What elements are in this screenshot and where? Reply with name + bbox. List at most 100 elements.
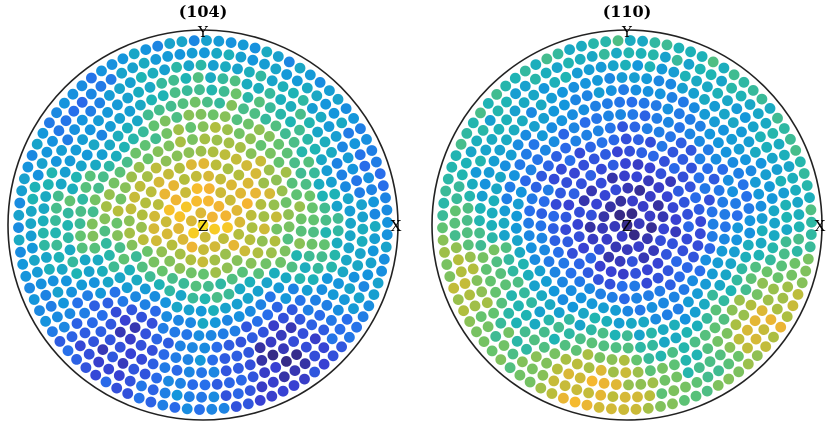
pole-point bbox=[208, 391, 220, 403]
pole-point bbox=[585, 141, 596, 153]
pole-point bbox=[651, 113, 663, 124]
pole-point bbox=[119, 141, 130, 153]
pole-point bbox=[252, 285, 264, 297]
pole-point bbox=[800, 265, 812, 277]
pole-point bbox=[488, 307, 499, 319]
pole-point bbox=[456, 169, 468, 181]
pole-point bbox=[760, 117, 772, 129]
pole-point bbox=[241, 321, 252, 333]
pole-point bbox=[506, 290, 517, 301]
pole-point bbox=[71, 354, 82, 365]
pole-point bbox=[629, 72, 640, 83]
pole-point bbox=[304, 117, 315, 129]
pole-point bbox=[276, 185, 288, 197]
pole-point bbox=[578, 242, 589, 254]
pole-point bbox=[283, 56, 295, 68]
pole-point bbox=[59, 97, 70, 109]
pole-point bbox=[632, 159, 644, 170]
pole-point bbox=[256, 381, 268, 393]
pole-point bbox=[303, 250, 315, 262]
pole-point bbox=[648, 150, 659, 162]
pole-point bbox=[175, 136, 186, 148]
pole-point bbox=[657, 324, 669, 335]
pole-point bbox=[62, 345, 74, 357]
pole-point bbox=[673, 185, 684, 197]
pole-point bbox=[731, 234, 743, 246]
pole-point bbox=[254, 395, 266, 406]
pole-point bbox=[42, 179, 54, 190]
pole-point bbox=[104, 249, 115, 261]
pole-point bbox=[56, 145, 67, 156]
pole-point bbox=[196, 391, 208, 403]
pole-point bbox=[203, 170, 215, 182]
pole-point bbox=[103, 363, 115, 375]
pole-point bbox=[13, 234, 25, 246]
pole-point bbox=[727, 157, 739, 168]
pole-point bbox=[74, 218, 86, 230]
pole-point bbox=[595, 288, 606, 300]
pole-point bbox=[501, 96, 512, 108]
pole-point bbox=[307, 202, 318, 214]
pole-point bbox=[249, 42, 261, 54]
pole-point bbox=[598, 211, 610, 223]
pole-point bbox=[603, 110, 614, 122]
pole-point bbox=[229, 75, 241, 87]
pole-point bbox=[187, 292, 199, 304]
pole-point bbox=[340, 181, 351, 193]
pole-point bbox=[441, 259, 453, 270]
pole-point bbox=[190, 280, 202, 292]
pole-point bbox=[136, 380, 147, 392]
pole-point bbox=[755, 237, 767, 249]
pole-point bbox=[563, 314, 575, 325]
pole-point bbox=[614, 96, 625, 108]
pole-point bbox=[526, 193, 538, 205]
pole-point bbox=[709, 116, 720, 128]
pole-point bbox=[667, 238, 678, 250]
pole-point bbox=[581, 129, 593, 141]
pole-point bbox=[111, 382, 123, 394]
pole-point bbox=[503, 254, 515, 265]
pole-point bbox=[723, 373, 735, 385]
pole-point bbox=[114, 113, 126, 124]
pole-point bbox=[653, 182, 665, 193]
pole-point bbox=[64, 308, 76, 319]
pole-point bbox=[685, 144, 697, 156]
pole-point bbox=[678, 342, 690, 354]
pole-point bbox=[709, 322, 721, 334]
pole-point bbox=[619, 293, 630, 305]
pole-point bbox=[327, 350, 339, 362]
pole-point bbox=[109, 286, 121, 298]
pole-point bbox=[786, 269, 798, 281]
pole-point bbox=[207, 109, 219, 121]
pole-point bbox=[299, 262, 311, 273]
pole-point bbox=[548, 375, 560, 387]
pole-point bbox=[542, 184, 554, 196]
pole-point bbox=[121, 156, 133, 168]
pole-point bbox=[704, 194, 715, 206]
pole-point bbox=[525, 242, 537, 254]
pole-point bbox=[45, 300, 57, 312]
pole-point bbox=[365, 257, 377, 269]
pole-point bbox=[585, 252, 597, 264]
pole-point bbox=[124, 77, 136, 88]
pole-point bbox=[745, 299, 757, 311]
pole-point bbox=[319, 136, 331, 148]
pole-point bbox=[604, 73, 616, 84]
pole-point bbox=[701, 313, 713, 324]
pole-point bbox=[578, 104, 590, 116]
pole-point bbox=[574, 206, 585, 218]
pole-point bbox=[540, 144, 551, 156]
pole-point bbox=[681, 233, 693, 245]
pole-point bbox=[199, 47, 210, 59]
pole-point bbox=[470, 167, 482, 178]
pole-point bbox=[156, 265, 168, 277]
pole-point bbox=[574, 276, 586, 287]
pole-point bbox=[530, 59, 542, 70]
pole-point bbox=[148, 120, 160, 132]
pole-point bbox=[256, 355, 268, 366]
pole-point bbox=[524, 376, 536, 388]
pole-point bbox=[157, 322, 169, 334]
pole-point bbox=[69, 124, 80, 135]
pole-point bbox=[158, 349, 170, 360]
pole-point bbox=[630, 403, 642, 415]
